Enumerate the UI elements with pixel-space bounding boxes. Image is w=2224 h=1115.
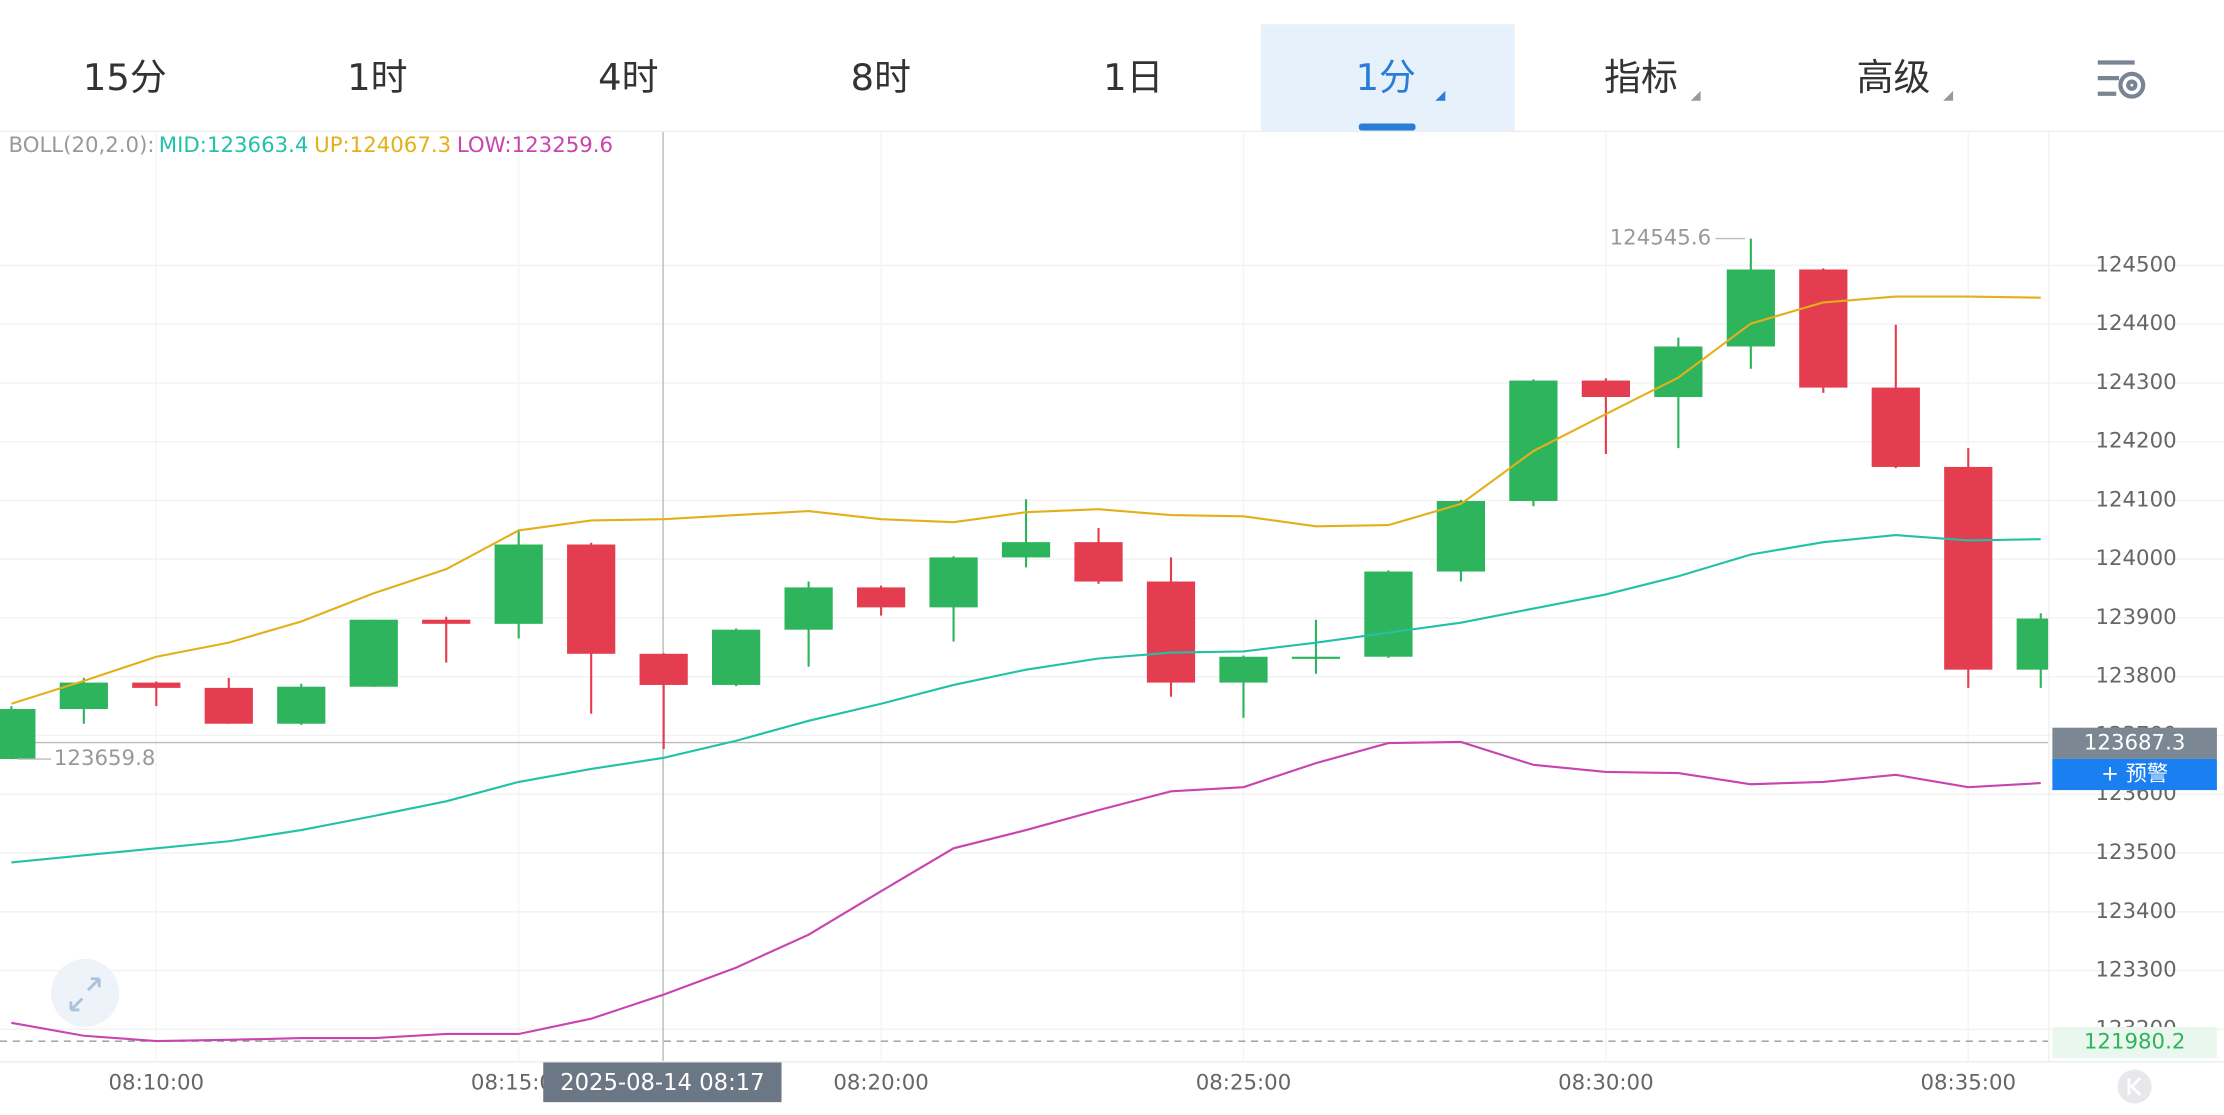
- candle-body: [1074, 542, 1123, 582]
- tab-bar: [0, 0, 2224, 131]
- y-tick-label: 123400: [2095, 899, 2176, 924]
- legend-entry: UP:124067.3: [314, 133, 451, 158]
- tab[interactable]: 4时: [598, 56, 658, 99]
- dashed-level-box: [2052, 1026, 2217, 1059]
- candle-body: [856, 587, 906, 608]
- candle-body: [494, 544, 543, 624]
- candle-body: [1364, 571, 1413, 657]
- tab[interactable]: 1时: [347, 56, 407, 99]
- candle-body: [2016, 618, 2049, 670]
- candle-body: [1436, 501, 1486, 572]
- y-tick-label: 123300: [2095, 958, 2176, 983]
- x-tick-label: 08:20:00: [833, 1071, 929, 1096]
- candle-body: [1799, 269, 1848, 388]
- active-tab-bg: [1260, 24, 1515, 131]
- expand-button[interactable]: [51, 958, 120, 1027]
- tab[interactable]: 高级: [1857, 56, 1931, 99]
- x-tick-label: 08:10:00: [109, 1071, 205, 1096]
- tab[interactable]: 1日: [1103, 56, 1163, 99]
- y-tick-label: 123500: [2095, 840, 2176, 865]
- candle-body: [929, 557, 978, 608]
- min-annotation: 123659.8: [54, 746, 155, 771]
- y-tick-label: 124300: [2095, 370, 2176, 395]
- candle-body: [567, 544, 616, 654]
- plot: 1232001233001234001235001236001237001238…: [0, 131, 2224, 1103]
- candle-body: [1146, 581, 1196, 683]
- candle-body: [422, 619, 471, 624]
- tab[interactable]: 15分: [83, 56, 167, 99]
- crosshair-price-box: [2052, 727, 2217, 759]
- boll-line: [11, 534, 2041, 864]
- y-tick-label: 124000: [2095, 546, 2176, 571]
- boll-line: [11, 740, 2041, 1043]
- plot-area: [0, 131, 2049, 1062]
- crosshair-price: 123687.3: [2084, 730, 2185, 755]
- candle-body: [1291, 656, 1341, 659]
- candle-body: [204, 687, 253, 724]
- y-tick-label: 124200: [2095, 429, 2176, 454]
- x-tick-label: 08:35:00: [1921, 1071, 2017, 1096]
- tab[interactable]: 8时: [851, 56, 911, 99]
- y-tick-label: 124100: [2095, 487, 2176, 512]
- boll-line: [11, 295, 2041, 705]
- x-tick-label: 08:30:00: [1558, 1071, 1654, 1096]
- candle-body: [1871, 387, 1920, 467]
- max-annotation: 124545.6: [1610, 226, 1711, 251]
- candle-body: [0, 709, 36, 759]
- legend-entry: BOLL(20,2.0):: [9, 133, 155, 158]
- indicator-legend: BOLL(20,2.0): MID:123663.4 UP:124067.3 LOW:…: [9, 133, 614, 158]
- candle-body: [639, 653, 688, 685]
- y-tick-label: 124500: [2095, 252, 2176, 277]
- candle-body: [1726, 269, 1775, 347]
- candle-body: [1581, 380, 1630, 398]
- alert-button[interactable]: [2052, 758, 2217, 791]
- y-tick-label: 123900: [2095, 605, 2176, 630]
- candle-body: [1001, 542, 1051, 558]
- tab[interactable]: 1分: [1356, 56, 1416, 99]
- candle-body: [712, 629, 761, 685]
- legend-entry: LOW:123259.6: [457, 133, 613, 158]
- dropdown-caret: [1435, 90, 1446, 101]
- alert-button-label: + 预警: [2101, 762, 2168, 787]
- settings-icon[interactable]: [2097, 60, 2146, 99]
- y-tick-label: 124400: [2095, 311, 2176, 336]
- candle-body: [1944, 466, 1993, 670]
- candle-body: [277, 686, 326, 724]
- y-tick-label: 123800: [2095, 664, 2176, 689]
- candle-body: [1509, 380, 1558, 502]
- candle-body: [1654, 346, 1703, 398]
- dashed-level-label: 121980.2: [2084, 1030, 2185, 1055]
- tab[interactable]: 指标: [1604, 56, 1678, 99]
- candle-body: [349, 619, 398, 687]
- tabs: 15分 1时 4时 8时 1日 1分 指标 高级: [83, 56, 1954, 101]
- candle-body: [1219, 656, 1268, 683]
- candle-body: [132, 682, 181, 688]
- candle-body: [784, 587, 833, 630]
- x-tick-label: 08:25:00: [1196, 1071, 1292, 1096]
- crosshair-time: 2025-08-14 08:17: [560, 1070, 764, 1096]
- crosshair-time-box: [543, 1062, 782, 1103]
- back-to-latest-button[interactable]: [2117, 1069, 2152, 1104]
- active-tab-indicator: [1358, 123, 1416, 131]
- legend-entry: MID:123663.4: [159, 133, 309, 158]
